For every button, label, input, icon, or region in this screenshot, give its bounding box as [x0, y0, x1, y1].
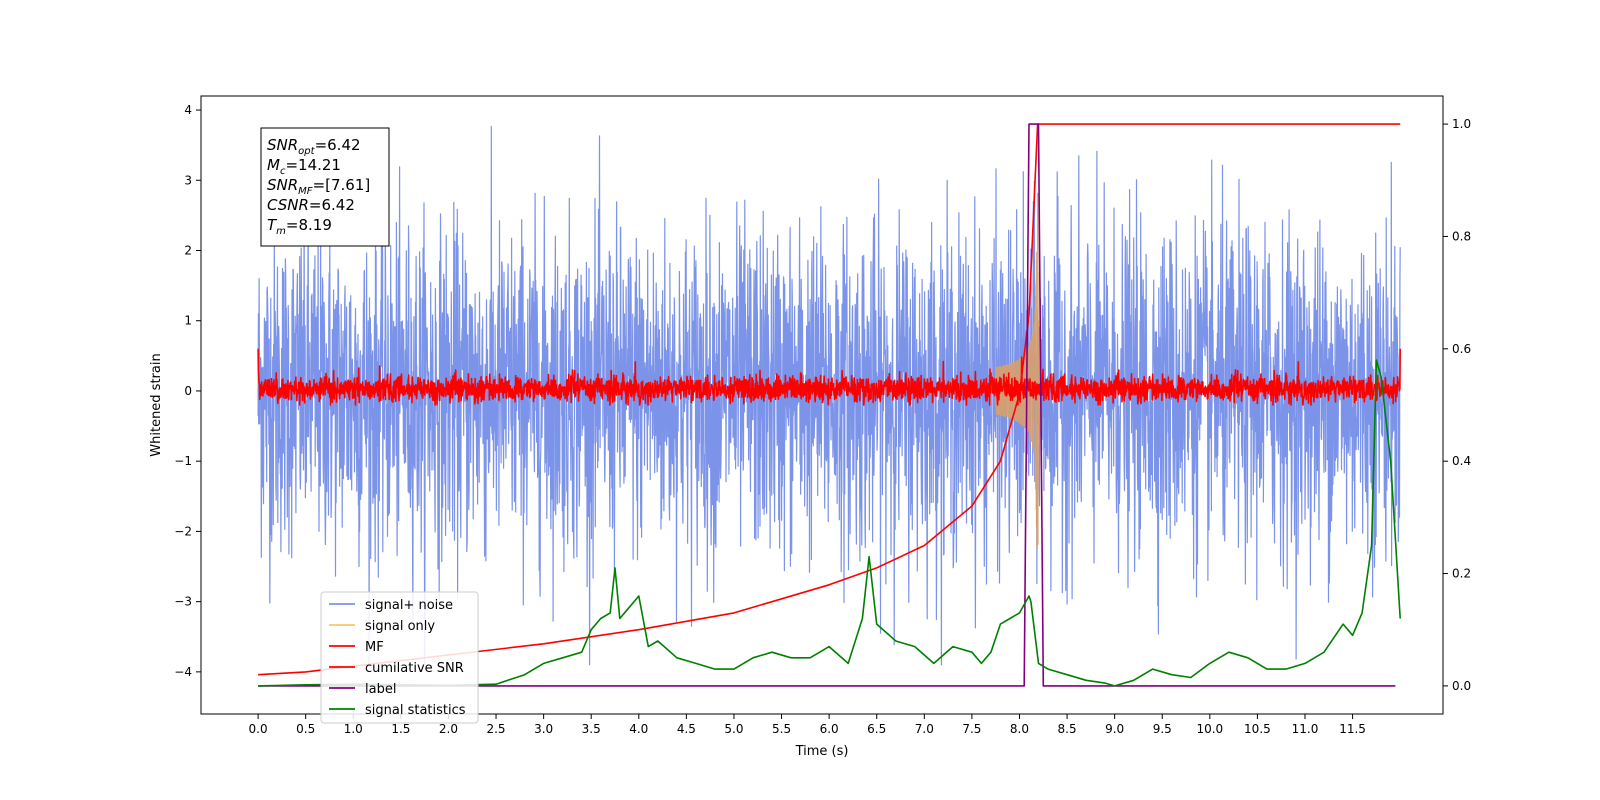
x-tick-label: 1.0: [344, 722, 363, 736]
y-right-tick-label: 0.4: [1452, 454, 1471, 468]
y-left-tick-label: −1: [174, 454, 192, 468]
annotation-line: CSNR=6.42: [267, 196, 355, 214]
x-tick-label: 6.5: [867, 722, 886, 736]
y-left-tick-label: −2: [174, 524, 192, 538]
y-axis-left: 4 3 2 1 0 −1 −2 −3 −4: [174, 103, 201, 679]
annotation-line: Mc=14.21: [267, 156, 341, 177]
annotation-line: SNRopt=6.42: [267, 136, 361, 157]
y-right-tick-label: 0.0: [1452, 679, 1471, 693]
legend-label: label: [365, 682, 396, 697]
y-left-tick-label: 4: [184, 103, 192, 117]
y-left-tick-label: −4: [174, 665, 192, 679]
x-tick-label: 11.0: [1292, 722, 1319, 736]
annotation-frame: [260, 127, 390, 247]
x-axis: 0.0 0.5 1.0 1.5 2.0 2.5 3.0 3.5 4.0 4.5 5.0 5.5 6.0 6…: [249, 714, 1366, 736]
y-left-tick-label: 2: [184, 244, 192, 258]
signal-statistics-line: [258, 359, 1401, 687]
legend: signal+ noise signal only MF cumilative SNR…: [320, 591, 479, 724]
y-right-tick-label: 0.2: [1452, 567, 1471, 581]
x-tick-label: 8.5: [1058, 722, 1077, 736]
x-tick-label: 3.0: [534, 722, 553, 736]
y-right-tick-label: 0.8: [1452, 229, 1471, 243]
legend-label: cumilative SNR: [365, 661, 464, 676]
annotation-line: SNRMF=[7.61]: [267, 176, 370, 197]
x-tick-label: 8.0: [1010, 722, 1029, 736]
x-tick-label: 0.0: [249, 722, 268, 736]
annotation-line: Tm=8.19: [267, 216, 332, 237]
x-tick-label: 11.5: [1339, 722, 1366, 736]
legend-label: signal statistics: [365, 703, 466, 718]
y-right-tick-label: 0.6: [1452, 342, 1471, 356]
metrics-annotation: SNRopt=6.42Mc=14.21SNRMF=[7.61]CSNR=6.42…: [260, 127, 390, 247]
x-tick-label: 4.5: [677, 722, 696, 736]
x-tick-label: 10.0: [1196, 722, 1223, 736]
x-tick-label: 6.0: [820, 722, 839, 736]
mf-line: [257, 348, 1401, 406]
y-axis-right: 1.0 0.8 0.6 0.4 0.2 0.0: [1443, 117, 1471, 693]
x-tick-label: 9.0: [1105, 722, 1124, 736]
x-tick-label: 5.0: [724, 722, 743, 736]
x-tick-label: 5.5: [772, 722, 791, 736]
label-line: [258, 123, 1396, 687]
x-tick-label: 10.5: [1244, 722, 1271, 736]
x-tick-label: 4.0: [629, 722, 648, 736]
y-right-tick-label: 1.0: [1452, 117, 1471, 131]
legend-label: signal+ noise: [365, 598, 453, 613]
x-tick-label: 9.5: [1153, 722, 1172, 736]
x-tick-label: 2.5: [486, 722, 505, 736]
x-tick-label: 2.0: [439, 722, 458, 736]
legend-label: MF: [365, 640, 384, 655]
y-left-tick-label: 1: [184, 314, 192, 328]
x-tick-label: 3.5: [582, 722, 601, 736]
y-left-tick-label: −3: [174, 595, 192, 609]
y-left-tick-label: 0: [184, 384, 192, 398]
x-tick-label: 0.5: [296, 722, 315, 736]
plot-frame: [200, 95, 1444, 715]
x-tick-label: 7.5: [962, 722, 981, 736]
y-axis-label: Whitened strain: [149, 353, 164, 456]
signal-noise-line: [257, 125, 1401, 666]
y-left-tick-label: 3: [184, 173, 192, 187]
legend-label: signal only: [365, 619, 435, 634]
x-tick-label: 1.5: [391, 722, 410, 736]
x-axis-label: Time (s): [795, 744, 849, 759]
x-tick-label: 7.0: [915, 722, 934, 736]
legend-frame: [320, 591, 479, 724]
